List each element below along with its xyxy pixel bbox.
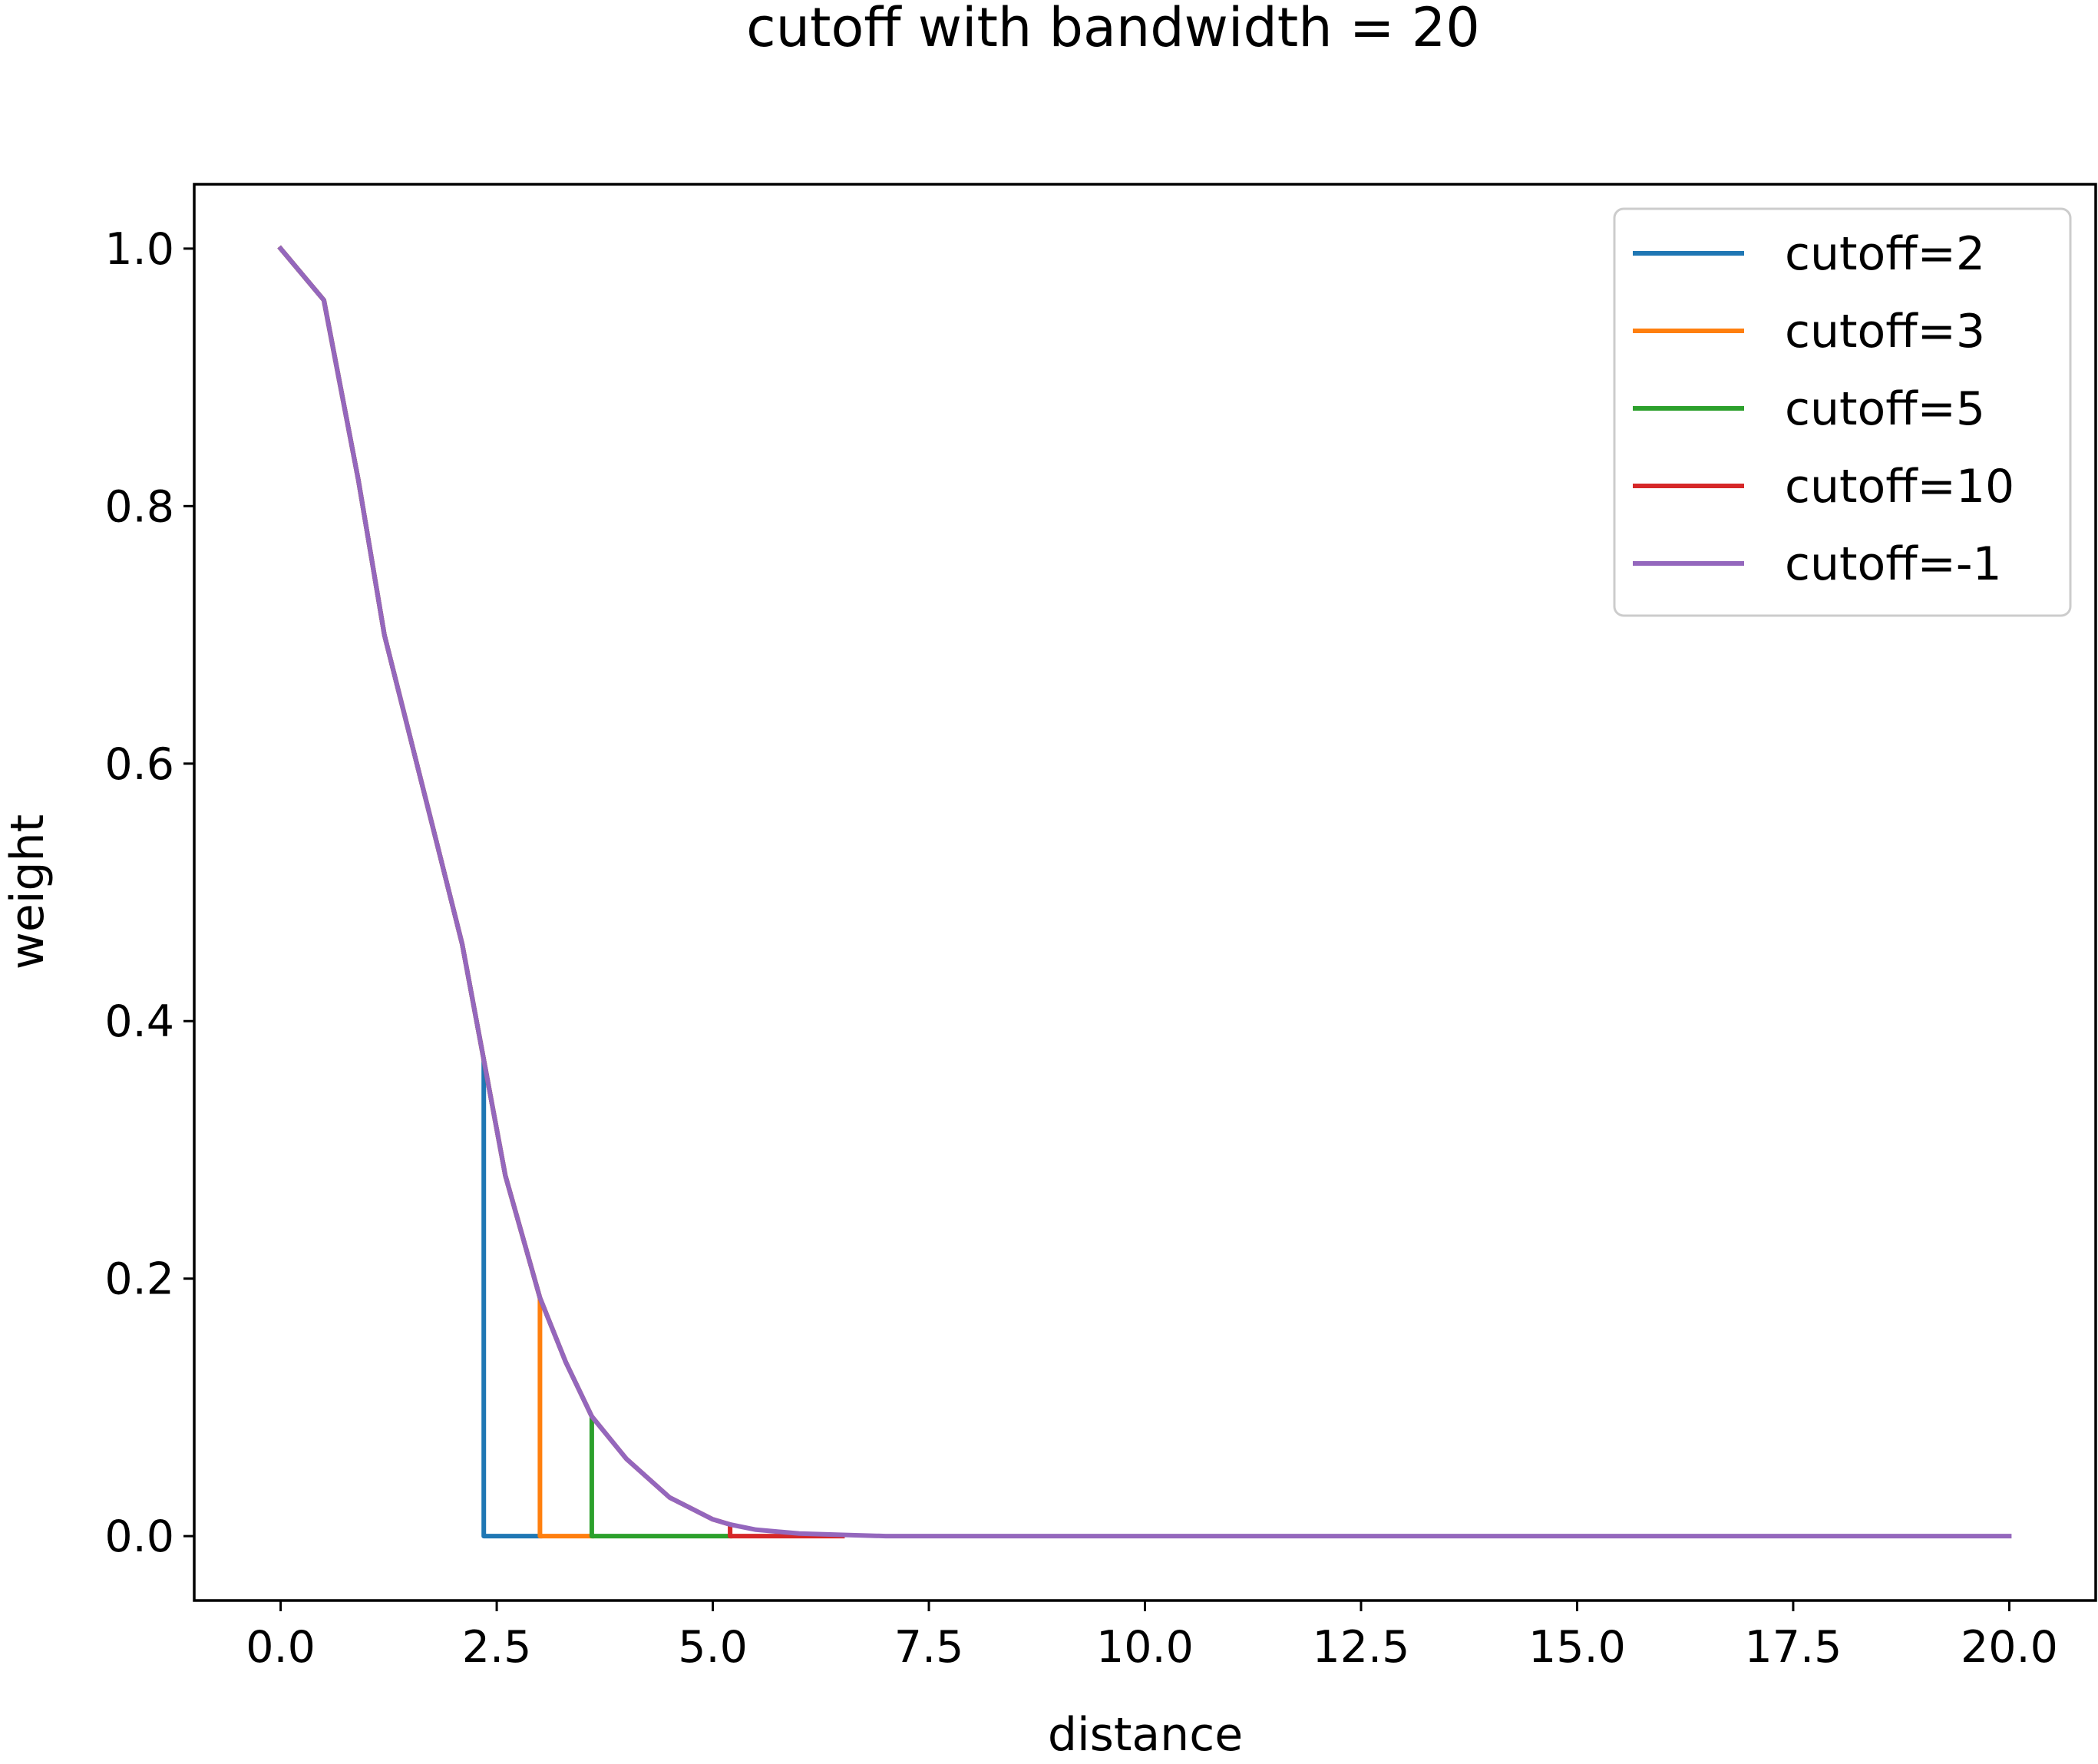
x-axis: 0.0 2.5 5.0 7.5 10.0 12.5 15.0 17.5 20.0	[246, 1600, 2058, 1673]
plot-frame	[193, 183, 2097, 1602]
y-axis-label: weight	[1, 814, 55, 970]
series-line-4	[277, 245, 2012, 1539]
x-tick-label: 20.0	[1961, 1622, 2058, 1673]
y-tick-label: 0.6	[104, 739, 174, 790]
legend-label: cutoff=3	[1785, 305, 1985, 358]
y-tick-label: 0.4	[104, 996, 174, 1047]
chart-title: cutoff with bandwidth = 20	[746, 0, 1480, 59]
y-tick-label: 1.0	[104, 224, 174, 275]
legend-label: cutoff=-1	[1785, 537, 2002, 591]
x-tick-label: 12.5	[1313, 1622, 1410, 1673]
series-layer	[277, 245, 2012, 1539]
x-tick-label: 2.5	[462, 1622, 532, 1673]
x-tick-label: 17.5	[1744, 1622, 1842, 1673]
y-tick-label: 0.2	[104, 1254, 174, 1305]
x-tick-label: 5.0	[678, 1622, 748, 1673]
legend-label: cutoff=10	[1785, 460, 2014, 514]
legend-label: cutoff=5	[1785, 382, 1985, 436]
y-tick-label: 0.0	[104, 1511, 174, 1562]
legend: cutoff=2 cutoff=3 cutoff=5 cutoff=10 cutoff=…	[1613, 207, 2072, 617]
legend-label: cutoff=2	[1785, 227, 1985, 281]
x-tick-label: 15.0	[1528, 1622, 1626, 1673]
x-tick-label: 10.0	[1096, 1622, 1194, 1673]
y-tick-label: 0.8	[104, 481, 174, 532]
x-tick-label: 0.0	[246, 1622, 316, 1673]
x-axis-label: distance	[1048, 1708, 1243, 1762]
legend-box	[1613, 207, 2072, 617]
y-axis: 0.0 0.2 0.4 0.6 0.8 1.0	[104, 224, 194, 1562]
x-tick-label: 7.5	[894, 1622, 964, 1673]
